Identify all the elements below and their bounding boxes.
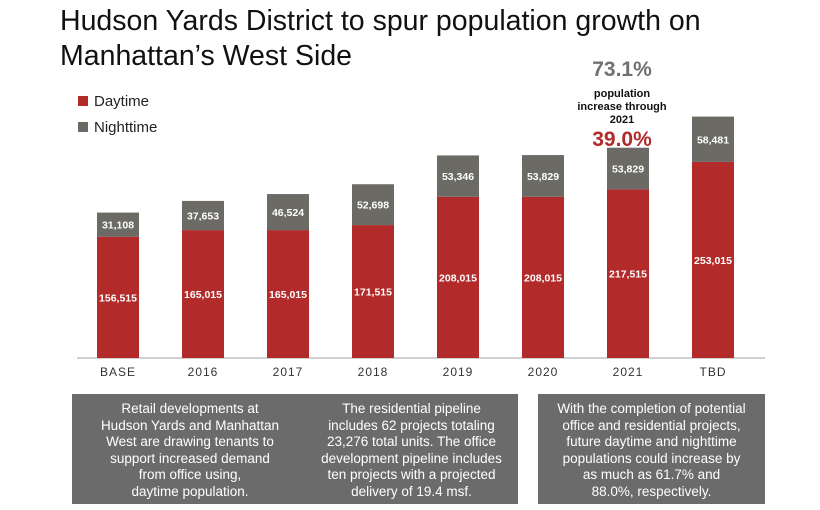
bar-nighttime: [692, 116, 734, 162]
info-box-retail: Retail developments at Hudson Yards and …: [72, 394, 308, 504]
legend-item-nighttime: Nighttime: [78, 114, 157, 140]
info-line: populations could increase by: [562, 450, 741, 466]
data-label-nighttime: 58,481: [697, 134, 729, 146]
info-line: With the completion of potential: [557, 401, 746, 416]
bar-nighttime: [267, 194, 309, 231]
bar-daytime: [267, 230, 309, 358]
info-line: includes 62 projects totaling: [328, 417, 495, 433]
bar-nighttime: [437, 155, 479, 197]
bar-daytime: [692, 161, 734, 358]
data-label-nighttime: 53,346: [442, 171, 474, 183]
data-label-nighttime: 53,829: [527, 171, 559, 183]
x-tick-label: TBD: [700, 365, 727, 379]
bar-nighttime: [182, 200, 224, 231]
x-tick-label: BASE: [100, 365, 136, 379]
data-label-daytime: 165,015: [269, 289, 307, 301]
info-line: delivery of 19.4 msf.: [351, 483, 472, 499]
info-line: The residential pipeline: [342, 401, 481, 416]
legend-swatch-nighttime: [78, 122, 88, 132]
bar-nighttime: [522, 155, 564, 197]
legend-item-daytime: Daytime: [78, 88, 157, 114]
x-tick-label: 2020: [528, 365, 559, 379]
x-tick-label: 2021: [613, 365, 644, 379]
bar-daytime: [182, 230, 224, 358]
info-line: as much as 61.7% and: [582, 467, 721, 482]
data-label-nighttime: 31,108: [102, 220, 134, 232]
bar-daytime: [522, 196, 564, 358]
increase-note-line: 2021: [609, 114, 635, 126]
info-line: Hudson Yards and Manhattan: [100, 417, 280, 433]
info-line: support increased demand: [110, 450, 270, 466]
bar-daytime: [607, 189, 649, 358]
data-label-daytime: 208,015: [439, 272, 477, 284]
bar-nighttime: [97, 212, 139, 237]
bar-daytime: [352, 225, 394, 358]
legend: Daytime Nighttime: [78, 88, 157, 140]
bar-nighttime: [607, 147, 649, 190]
info-line: daytime population.: [131, 483, 249, 499]
daytime-increase-pct: 39.0%: [592, 128, 652, 151]
legend-label-daytime: Daytime: [94, 92, 150, 110]
total-increase-pct: 73.1%: [592, 58, 652, 81]
data-label-nighttime: 46,524: [272, 207, 304, 219]
data-label-nighttime: 53,829: [612, 164, 644, 176]
data-label-nighttime: 37,653: [187, 211, 219, 223]
stacked-bar-chart: 156,515 31,108 BASE 165,015 37,653 2016 165,01…: [77, 116, 765, 379]
x-tick-label: 2019: [443, 365, 474, 379]
data-label-nighttime: 52,698: [357, 200, 389, 212]
info-line: West are drawing tenants to: [106, 434, 274, 449]
info-box-future: With the completion of potential office …: [538, 394, 765, 504]
x-tick-label: 2017: [273, 365, 304, 379]
data-label-daytime: 208,015: [524, 272, 562, 284]
info-line: 88.0%, respectively.: [591, 483, 712, 499]
data-label-daytime: 217,515: [609, 269, 647, 281]
info-box-residential: The residential pipeline includes 62 pro…: [305, 394, 518, 504]
bar-daytime: [437, 196, 479, 358]
info-line: from office using,: [138, 467, 242, 482]
bar-daytime: [97, 236, 139, 358]
increase-note-line: population: [593, 88, 651, 100]
info-line: future daytime and nighttime: [566, 434, 737, 449]
info-line: office and residential projects,: [562, 417, 741, 433]
data-label-daytime: 156,515: [99, 292, 137, 304]
info-line: development pipeline includes: [321, 450, 502, 466]
chart-title: Hudson Yards District to spur population…: [60, 5, 701, 72]
legend-label-nighttime: Nighttime: [94, 118, 158, 136]
data-label-daytime: 165,015: [184, 289, 222, 301]
bar-nighttime: [352, 184, 394, 226]
data-label-daytime: 253,015: [694, 255, 732, 267]
x-tick-label: 2016: [188, 365, 219, 379]
increase-note: population increase through 2021: [560, 88, 684, 127]
info-line: Retail developments at: [121, 401, 259, 416]
increase-note-line: increase through: [577, 101, 667, 113]
data-label-daytime: 171,515: [354, 287, 392, 299]
info-line: 23,276 total units. The office: [326, 434, 497, 449]
x-tick-label: 2018: [358, 365, 389, 379]
legend-swatch-daytime: [78, 96, 88, 106]
info-line: ten projects with a projected: [327, 467, 496, 482]
